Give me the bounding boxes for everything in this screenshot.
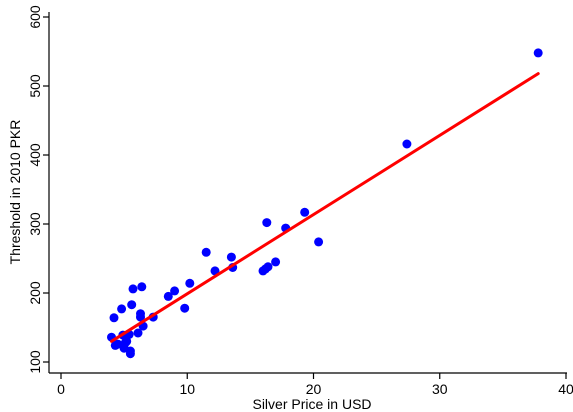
data-point: [127, 300, 137, 310]
y-tick-label: 200: [27, 281, 43, 305]
x-tick-label: 40: [558, 381, 573, 397]
y-tick-label: 500: [27, 74, 43, 98]
data-point: [109, 313, 119, 323]
data-point: [180, 303, 190, 313]
plot-area: [107, 48, 543, 359]
y-tick-label: 100: [27, 350, 43, 374]
data-point: [210, 266, 220, 276]
data-point: [163, 291, 173, 301]
fit-line: [110, 72, 540, 343]
data-point: [314, 237, 324, 247]
data-point: [263, 262, 273, 272]
data-point: [136, 309, 145, 319]
data-point: [271, 257, 281, 267]
data-point: [226, 252, 236, 262]
data-point: [185, 278, 195, 288]
x-tick-label: 0: [57, 381, 65, 397]
data-point: [300, 207, 310, 217]
x-tick-label: 20: [306, 381, 322, 397]
y-tick-label: 600: [27, 5, 43, 29]
data-point: [201, 247, 211, 257]
x-axis-title: Silver Price in USD: [252, 396, 371, 412]
data-point: [533, 48, 543, 58]
data-point: [170, 286, 180, 296]
data-point: [128, 284, 138, 294]
x-tick-label: 10: [179, 381, 195, 397]
y-tick-label: 400: [27, 143, 43, 167]
x-tick-label: 30: [432, 381, 448, 397]
axes: [48, 12, 567, 374]
data-point: [262, 218, 272, 228]
y-tick-label: 300: [27, 212, 43, 236]
data-point: [137, 282, 147, 292]
y-axis-title: Threshold in 2010 PKR: [7, 120, 23, 265]
data-point: [125, 349, 135, 359]
data-point: [133, 328, 143, 338]
axis-ticks: 0 10 20 30 40 100 200 300 400 500 600: [27, 5, 573, 397]
data-point: [122, 336, 132, 346]
data-point: [402, 139, 412, 149]
data-point: [117, 304, 127, 314]
